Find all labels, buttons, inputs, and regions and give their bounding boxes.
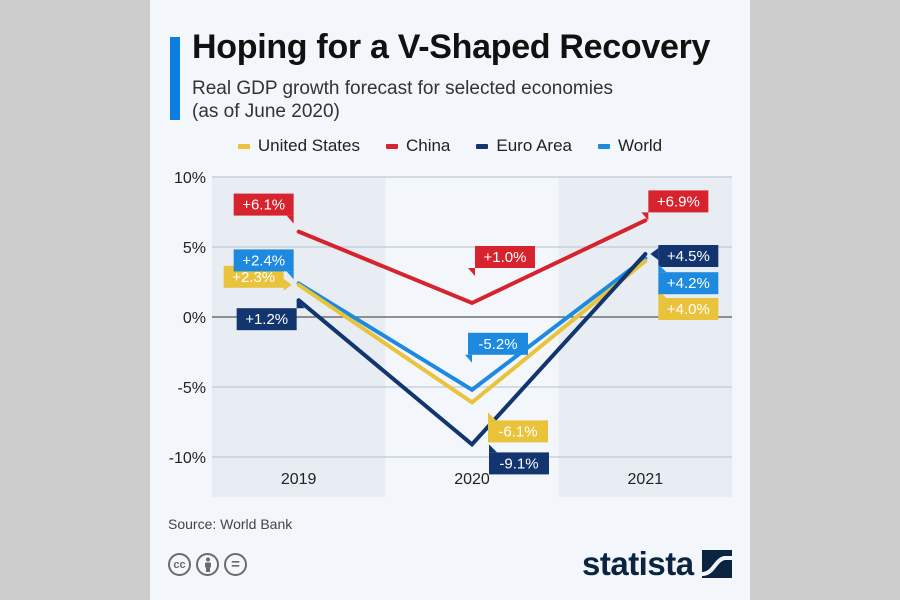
data-label-box (468, 332, 528, 355)
data-label: +1.0% (484, 249, 527, 266)
no-derivatives-equals-icon[interactable]: = (224, 553, 247, 576)
series-line-world (296, 256, 648, 393)
data-label: -5.2% (478, 336, 517, 353)
series-line-euro-area (296, 252, 648, 448)
column-band-2019 (212, 177, 386, 497)
legend-swatch-world (598, 143, 610, 149)
title-accent-bar (170, 37, 180, 120)
chart-subtitle: Real GDP growth forecast for selected ec… (192, 77, 712, 123)
data-label-tail (468, 268, 475, 276)
series-line-china (296, 218, 648, 306)
data-label-box (475, 246, 535, 268)
x-tick-label: 2020 (454, 471, 490, 488)
y-tick-label: 10% (174, 170, 206, 187)
y-tick-label: 0% (183, 310, 206, 327)
legend-label: United States (257, 136, 360, 155)
data-label-box (658, 272, 719, 295)
data-label: +2.3% (232, 269, 275, 286)
statista-logo[interactable]: statista (582, 545, 732, 583)
infographic-card: Hoping for a V-Shaped Recovery Real GDP … (150, 0, 750, 600)
column-band-2021 (558, 177, 732, 497)
data-label-box (236, 308, 297, 331)
cc-icon-label: cc (173, 558, 186, 571)
subtitle-line-1: Real GDP growth forecast for selected ec… (192, 78, 614, 99)
legend-item-world: World (598, 136, 662, 156)
data-label: +6.9% (657, 193, 700, 210)
data-label: +6.1% (242, 197, 285, 214)
data-label-box (658, 298, 719, 320)
data-label-tail (489, 444, 497, 453)
series-line-united-states (296, 259, 648, 405)
attribution-person-icon[interactable] (196, 553, 219, 576)
data-label-tail (650, 248, 659, 260)
data-label-box (648, 190, 709, 213)
data-label-tail (658, 290, 667, 298)
data-label-tail (286, 271, 294, 280)
legend-label: World (618, 136, 663, 155)
source-note: Source: World Bank (168, 516, 293, 532)
data-label: -9.1% (499, 455, 538, 472)
legend: United States China Euro Area World (150, 136, 750, 156)
data-label-tail (488, 412, 496, 421)
data-label-tail (296, 300, 305, 309)
legend-label: China (405, 136, 451, 155)
data-label: +2.4% (242, 252, 285, 269)
data-label-tail (283, 278, 292, 291)
legend-item-euro-area: Euro Area (476, 136, 572, 156)
legend-item-china: China (385, 136, 451, 156)
data-label: +4.2% (667, 275, 710, 292)
legend-swatch-euro-area (476, 143, 489, 149)
legend-item-united-states: United States (237, 136, 360, 156)
cc-icon[interactable]: cc (168, 553, 191, 576)
chart-title: Hoping for a V-Shaped Recovery (192, 28, 711, 66)
data-label: +4.0% (667, 301, 710, 318)
data-label-box (233, 249, 294, 272)
statista-logo-icon (701, 550, 732, 578)
y-tick-label: 5% (183, 240, 206, 257)
nd-icon-label: = (231, 556, 240, 573)
y-tick-label: -5% (178, 380, 206, 397)
data-label: +1.2% (245, 311, 288, 328)
data-label-tail (286, 215, 294, 224)
data-label-box (658, 245, 719, 267)
data-label-tail (641, 212, 649, 221)
legend-swatch-united-states (237, 143, 250, 149)
person-glyph (204, 557, 211, 572)
line-chart: 10% 5% 0% -5% -10% 2019 2020 2021 +2.3% -6.1% +4.0… (169, 170, 732, 497)
x-tick-label: 2019 (281, 471, 317, 488)
logo-text: statista (582, 545, 694, 582)
data-label-box (488, 420, 548, 443)
data-label-tail (465, 354, 472, 363)
legend-label: Euro Area (496, 136, 572, 155)
data-label-box (489, 452, 549, 475)
x-tick-label: 2021 (628, 471, 664, 488)
data-label-box (233, 193, 294, 216)
y-tick-label: -10% (169, 450, 206, 467)
data-label: -6.1% (498, 423, 537, 440)
data-label: +4.5% (667, 248, 710, 265)
data-label-tail (658, 264, 667, 273)
subtitle-line-2: (as of June 2020) (192, 101, 340, 122)
legend-swatch-china (385, 143, 398, 149)
license-icons: cc = (168, 553, 247, 576)
